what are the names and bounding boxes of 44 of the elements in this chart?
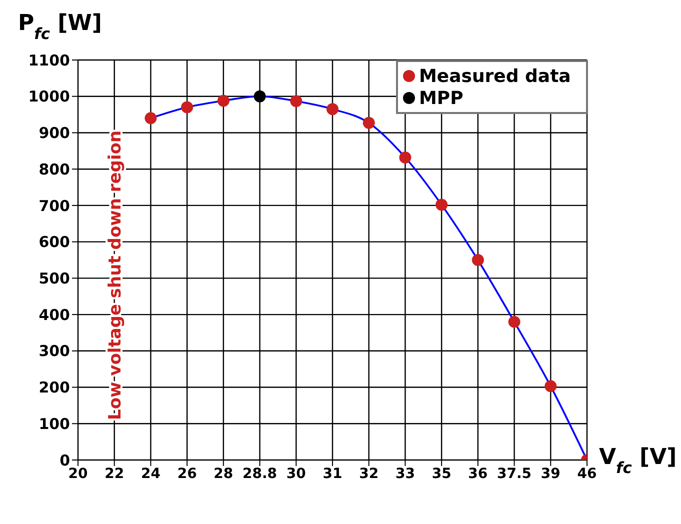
x-tick-label: 30 bbox=[286, 466, 306, 482]
x-tick-label: 46 bbox=[577, 466, 597, 482]
x-tick-label: 24 bbox=[140, 466, 161, 482]
x-tick-label: 32 bbox=[359, 466, 379, 482]
annotation: Low voltage shut down region bbox=[105, 130, 126, 420]
point bbox=[544, 380, 557, 392]
y-tick-label: 800 bbox=[38, 160, 70, 178]
x-tick-label: 20 bbox=[68, 466, 88, 482]
y-tick-label: 900 bbox=[38, 124, 70, 142]
y-tick-label: 1000 bbox=[28, 88, 70, 106]
y-tick-label: 500 bbox=[38, 270, 70, 288]
y-tick-label: 300 bbox=[38, 342, 70, 360]
y-tick-label: 700 bbox=[38, 196, 70, 215]
x-tick-label: 28.8 bbox=[242, 466, 278, 482]
y-tick-label: 400 bbox=[38, 306, 70, 324]
y-tick-label: 200 bbox=[38, 378, 70, 397]
x-tick-label: 39 bbox=[540, 466, 560, 482]
x-tick-label: 36 bbox=[468, 466, 488, 482]
point bbox=[254, 90, 266, 102]
x-tick-label: 28 bbox=[214, 466, 234, 482]
point bbox=[326, 103, 338, 116]
x-tick-label: 22 bbox=[104, 466, 124, 482]
y-axis-title: P$_{fc}$ [W] bbox=[18, 11, 102, 43]
point bbox=[508, 316, 520, 328]
x-tick-label: 26 bbox=[177, 466, 197, 482]
legend-label: MPP bbox=[419, 88, 464, 109]
point bbox=[399, 151, 412, 164]
point bbox=[217, 94, 230, 107]
point bbox=[290, 95, 302, 108]
point bbox=[362, 116, 375, 129]
x-tick-label: 37.5 bbox=[497, 466, 532, 482]
y-tick-label: 1100 bbox=[28, 51, 70, 70]
x-axis-title: V$_{fc}$ [V] bbox=[599, 445, 677, 477]
x-tick-label: 31 bbox=[322, 466, 342, 482]
y-tick-label: 0 bbox=[60, 451, 70, 470]
point bbox=[181, 101, 194, 114]
x-tick-label: 35 bbox=[432, 466, 452, 482]
x-tick-label: 33 bbox=[395, 466, 415, 482]
point bbox=[436, 198, 448, 211]
y-tick-label: 100 bbox=[38, 414, 70, 433]
point bbox=[472, 254, 484, 266]
point bbox=[144, 112, 157, 124]
y-tick-label: 600 bbox=[38, 233, 70, 252]
legend-label: Measured data bbox=[419, 66, 571, 87]
